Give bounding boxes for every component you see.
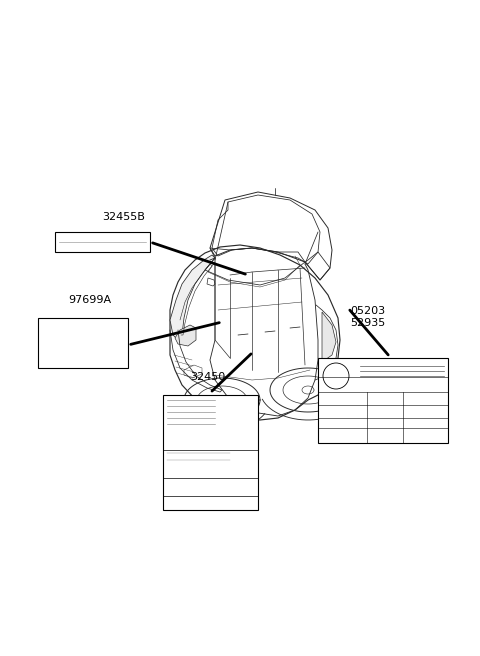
Polygon shape (322, 312, 336, 362)
Text: 05203
52935: 05203 52935 (350, 306, 385, 328)
Polygon shape (170, 255, 215, 340)
Bar (163, 395, 258, 510)
Bar (55, 232, 150, 252)
Text: 97699A: 97699A (68, 295, 111, 305)
Bar (38, 318, 128, 368)
Bar (318, 358, 448, 443)
Text: 32450: 32450 (191, 372, 226, 382)
Polygon shape (207, 278, 215, 286)
Polygon shape (170, 245, 340, 420)
Text: 32455B: 32455B (102, 212, 145, 222)
Polygon shape (175, 325, 196, 346)
